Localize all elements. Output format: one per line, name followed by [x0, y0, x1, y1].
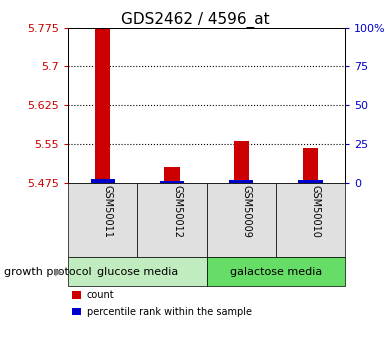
Bar	[91, 179, 115, 183]
Bar	[229, 180, 254, 183]
Text: GSM50010: GSM50010	[310, 185, 321, 237]
Bar	[298, 180, 323, 183]
Text: GSM50009: GSM50009	[241, 185, 251, 237]
Bar	[165, 167, 180, 183]
Text: ▶: ▶	[55, 267, 62, 277]
Text: count: count	[87, 290, 114, 300]
Text: percentile rank within the sample: percentile rank within the sample	[87, 307, 252, 316]
Text: glucose media: glucose media	[97, 267, 178, 277]
Bar	[95, 28, 110, 183]
Text: growth protocol: growth protocol	[4, 267, 92, 277]
Text: GDS2462 / 4596_at: GDS2462 / 4596_at	[121, 12, 269, 28]
Text: GSM50011: GSM50011	[103, 185, 113, 237]
Bar	[160, 181, 184, 183]
Text: galactose media: galactose media	[230, 267, 322, 277]
Bar	[234, 141, 249, 183]
Text: GSM50012: GSM50012	[172, 185, 182, 238]
Bar	[303, 148, 318, 183]
